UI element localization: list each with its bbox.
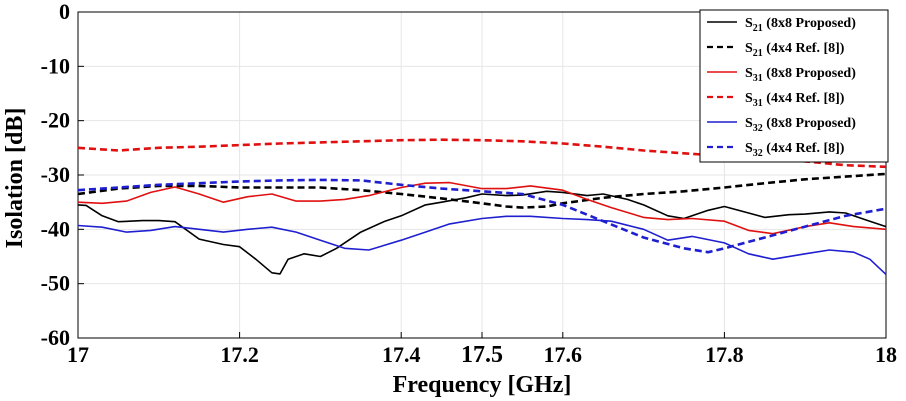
y-axis-label: Isolation [dB] xyxy=(2,108,28,249)
y-tick-label: -50 xyxy=(41,271,70,296)
series-line-3 xyxy=(77,181,887,235)
y-tick-label: -60 xyxy=(41,325,70,350)
legend-label-6: S32 (4x4 Ref. [8]) xyxy=(745,141,845,159)
y-tick-label: 0 xyxy=(59,0,70,24)
legend-box xyxy=(699,9,889,163)
series-line-5 xyxy=(77,215,887,275)
legend-label-2: S21 (4x4 Ref. [8]) xyxy=(745,41,845,59)
x-tick-label: 17 xyxy=(67,342,89,367)
series-line-2 xyxy=(77,172,887,209)
legend-label-1: S21 (8x8 Proposed) xyxy=(745,16,856,34)
legend-label-4: S31 (4x4 Ref. [8]) xyxy=(745,91,845,109)
y-tick-label: -10 xyxy=(41,53,70,78)
y-tick-label: -20 xyxy=(41,108,70,133)
x-tick-label: 17.2 xyxy=(220,342,259,367)
x-tick-label: 17.6 xyxy=(544,342,583,367)
legend-label-3: S31 (8x8 Proposed) xyxy=(745,66,856,84)
x-tick-label-highlight: 17.5 xyxy=(461,342,503,368)
x-tick-label: 17.8 xyxy=(705,342,744,367)
x-tick-label: 17.4 xyxy=(382,342,421,367)
legend: S21 (8x8 Proposed) S21 (4x4 Ref. [8]) S31 … xyxy=(699,9,889,163)
x-tick-label: 18 xyxy=(875,342,897,367)
y-tick-label: -40 xyxy=(41,216,70,241)
y-tick-label: -30 xyxy=(41,162,70,187)
legend-label-5: S32 (8x8 Proposed) xyxy=(745,116,856,134)
x-axis-label: Frequency [GHz] xyxy=(393,372,572,398)
